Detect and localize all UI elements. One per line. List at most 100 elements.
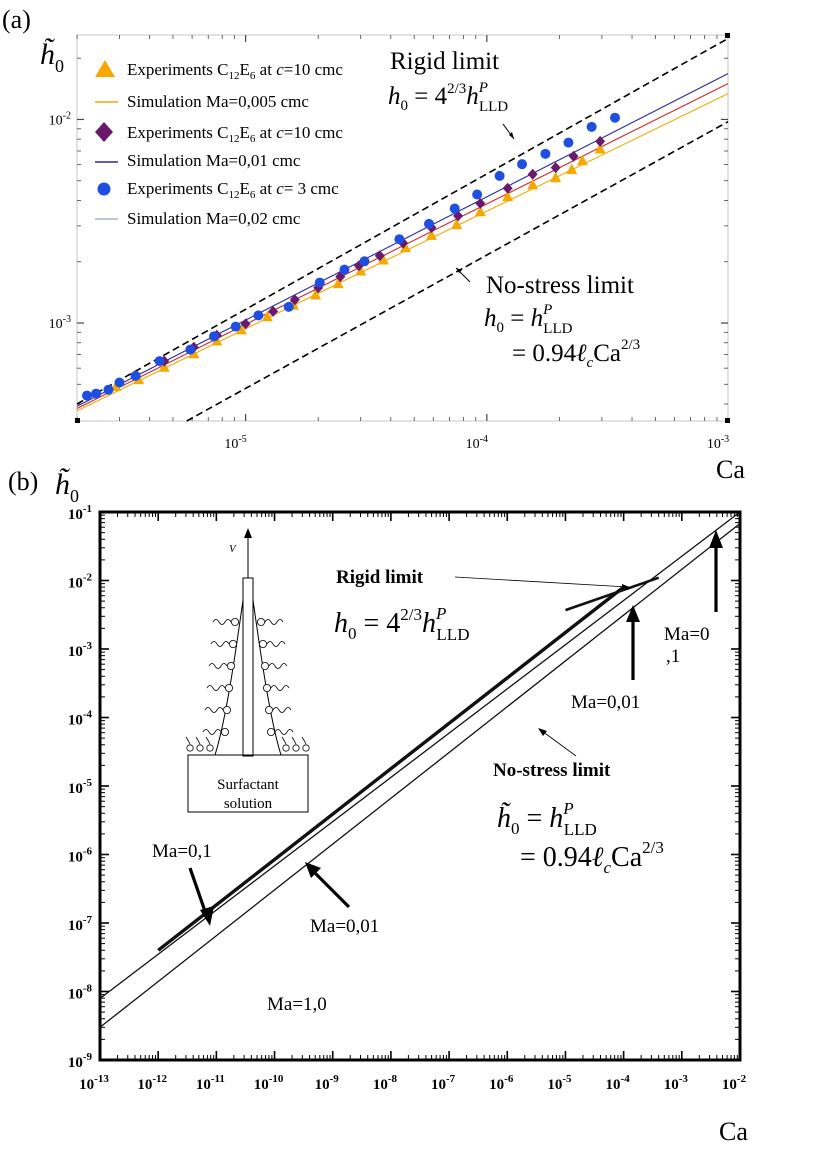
panel-b-nostress-title: No-stress limit: [493, 760, 611, 781]
data-point-diamond: [289, 294, 300, 306]
panel-b-frame: [98, 510, 742, 1062]
y-tick-label: 10-2: [68, 572, 93, 592]
series-line: [76, 37, 729, 405]
surfactant-head: [228, 640, 237, 649]
data-point-triangle: [527, 178, 539, 190]
x-tick-label: 10-10: [254, 1073, 284, 1093]
x-tick-label: 10-5: [224, 434, 246, 452]
corner-mark: [725, 418, 730, 423]
data-point-circle: [517, 159, 528, 170]
data-point-triangle: [474, 205, 486, 217]
x-tick-label: 10-3: [664, 1073, 689, 1093]
surfactant-tail: [208, 663, 228, 669]
surfactant-head: [302, 744, 310, 752]
y-tick-label: 10-9: [68, 1051, 93, 1071]
surfactant-tail: [272, 707, 292, 713]
panel-b-rigid-equation: h0 = 42/3hP LLD: [334, 604, 469, 644]
panel-a-x-tick-labels: 10-5 10-4 10-3: [224, 434, 729, 452]
y-tick-label: 10-7: [68, 914, 93, 934]
x-tick-label: 10-3: [707, 434, 729, 452]
y-tick-label: 10-2: [49, 110, 71, 128]
surfactant-head: [266, 728, 275, 737]
data-point-circle: [253, 310, 264, 321]
data-point-circle: [449, 203, 460, 214]
x-tick-label: 10-7: [431, 1073, 456, 1093]
panel-a-nostress-equation-2: = 0.94ℓcCa2/3: [512, 337, 640, 371]
surfactant-head: [230, 618, 239, 627]
panel-b-arrowhead-ma-001-right: [626, 605, 640, 622]
data-point-diamond: [568, 150, 579, 162]
data-point-circle: [394, 234, 405, 245]
panel-a-rigid-equation: h0 = 42/3hP LLD: [388, 80, 508, 115]
data-point-triangle: [502, 190, 514, 202]
y-tick-label: 10-3: [49, 314, 71, 332]
data-point-triangle: [576, 154, 588, 166]
surfactant-tail: [281, 736, 287, 745]
x-tick-label: 10-11: [196, 1073, 225, 1093]
panel-b-rigid-pointer: [454, 576, 629, 588]
panel-a-points: [81, 112, 620, 401]
inset-surfactant-molecules: [185, 618, 310, 752]
panel-a-label: (a): [2, 5, 31, 34]
panel-a-ticks: [75, 33, 730, 423]
x-tick-label: 10-8: [373, 1073, 398, 1093]
surfactant-tail: [204, 707, 224, 713]
data-point-circle: [230, 321, 241, 332]
surfactant-tail: [185, 736, 191, 745]
x-tick-label: 10-6: [489, 1073, 514, 1093]
surfactant-tail: [274, 729, 294, 735]
data-point-circle: [314, 277, 325, 288]
data-point-circle: [339, 264, 350, 275]
series-line: [157, 585, 625, 952]
series-line: [565, 576, 660, 612]
legend-entry-1: Experiments C12E6 at c=10 cmc: [127, 60, 343, 82]
inset-caption-1: Surfactant: [217, 777, 279, 793]
data-point-circle: [130, 370, 141, 381]
corner-mark: [75, 418, 80, 423]
panel-b-inset-schematic: V Surfactant solution: [185, 528, 310, 813]
panel-a-rigid-pointer-head: [509, 132, 514, 139]
series-line: [76, 93, 729, 412]
series-line: [186, 120, 729, 422]
surfactant-head: [222, 706, 231, 715]
data-point-triangle: [550, 171, 562, 183]
panel-b-nostress-pointer: [541, 730, 577, 757]
data-point-circle: [209, 331, 220, 342]
panel-a-legend: Experiments C12E6 at c=10 cmc Simulation…: [95, 60, 343, 228]
data-point-triangle: [377, 254, 389, 265]
legend-entry-2: Simulation Ma=0,005 cmc: [127, 92, 309, 111]
data-point-circle: [114, 377, 125, 388]
x-tick-label: 10-9: [315, 1073, 340, 1093]
y-tick-label: 10-6: [68, 846, 93, 866]
data-point-circle: [185, 344, 196, 355]
panel-b-plot: [98, 510, 742, 1062]
data-point-circle: [359, 256, 370, 267]
data-point-triangle: [235, 323, 247, 335]
data-point-circle: [283, 301, 294, 312]
panel-b-arrowhead-ma-01-left: [200, 906, 214, 926]
y-tick-label: 10-3: [68, 640, 93, 660]
panel-b-arrowhead-ma-001-mid: [305, 862, 321, 878]
surfactant-tail: [210, 641, 230, 647]
panel-a-ylabel: h̃0: [40, 38, 64, 76]
panel-b-label-ma-001-mid: Ma=0,01: [310, 916, 379, 937]
data-point-triangle: [310, 289, 322, 300]
panel-b-nostress-pointer-head: [538, 728, 547, 736]
panel-b-nostress-equation-1: h̃0 = hP LLD: [497, 799, 597, 839]
legend-entry-6: Simulation Ma=0,02 cmc: [127, 209, 301, 228]
surfactant-tail: [270, 685, 290, 691]
data-point-triangle: [332, 277, 344, 289]
y-tick-label: 10-5: [68, 777, 93, 797]
data-point-diamond: [527, 168, 538, 180]
surfactant-head: [256, 618, 265, 627]
panel-b-x-tick-labels: 10-13 10-12 10-11 10-10 10-9 10-8 10-7 10-6 10-5…: [79, 1073, 746, 1093]
panel-b-label-ma-0-line2: ,1: [666, 646, 680, 667]
legend-marker-triangle: [95, 60, 115, 77]
surfactant-tail: [212, 619, 232, 625]
data-point-triangle: [451, 218, 463, 230]
surfactant-tail: [202, 729, 222, 735]
panel-b-arrowhead-ma-0: [709, 530, 723, 548]
data-point-circle: [424, 218, 435, 229]
inset-plate: [242, 577, 254, 757]
